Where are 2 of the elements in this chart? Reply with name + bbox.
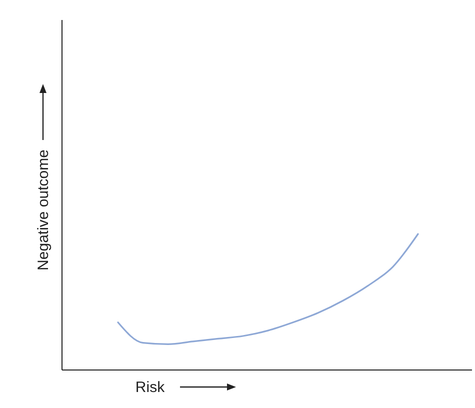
y-axis-title: Negative outcome — [35, 150, 52, 270]
x-axis-title: Risk — [135, 379, 166, 396]
